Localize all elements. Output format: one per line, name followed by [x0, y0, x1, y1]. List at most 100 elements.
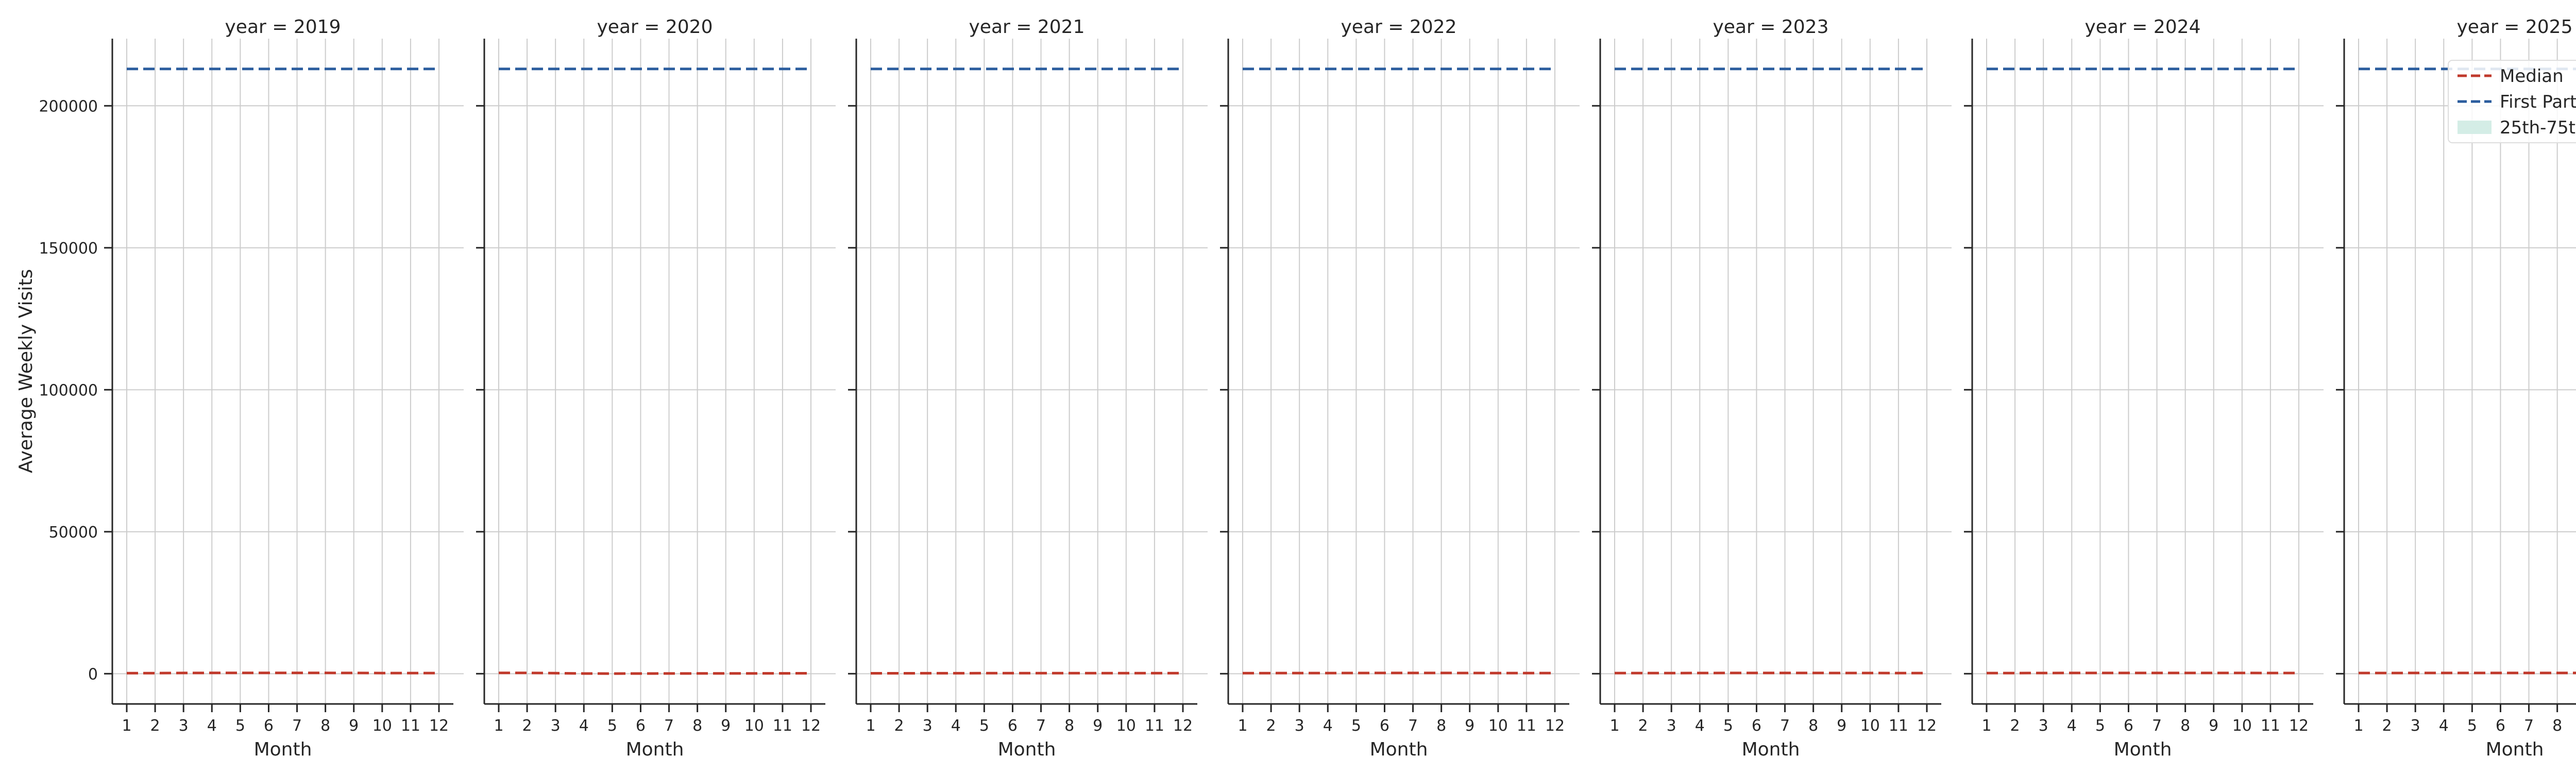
- panel-title: year = 2019: [225, 16, 341, 38]
- panel-title: year = 2020: [597, 16, 713, 38]
- x-tick-label: 7: [1408, 717, 1418, 735]
- x-tick-label: 12: [2289, 717, 2309, 735]
- x-tick-label: 12: [1545, 717, 1565, 735]
- panel-title: year = 2025: [2457, 16, 2573, 38]
- x-tick-label: 11: [1517, 717, 1536, 735]
- x-tick-label: 6: [1008, 717, 1018, 735]
- x-tick-label: 8: [692, 717, 702, 735]
- x-tick-label: 11: [401, 717, 420, 735]
- x-tick-label: 1: [1981, 717, 1991, 735]
- x-tick-label: 7: [664, 717, 674, 735]
- x-tick-label: 12: [1173, 717, 1193, 735]
- x-tick-label: 5: [1351, 717, 1361, 735]
- x-tick-label: 10: [372, 717, 392, 735]
- x-tick-label: 9: [349, 717, 359, 735]
- x-tick-label: 8: [2180, 717, 2190, 735]
- legend-patch-swatch: [2458, 121, 2492, 134]
- x-tick-label: 10: [2232, 717, 2252, 735]
- x-tick-label: 5: [2467, 717, 2477, 735]
- x-tick-label: 5: [979, 717, 989, 735]
- y-tick-label: 100000: [39, 381, 98, 399]
- x-tick-label: 8: [1808, 717, 1818, 735]
- x-tick-label: 6: [264, 717, 274, 735]
- y-axis-label: Average Weekly Visits: [15, 269, 37, 473]
- median-line: [498, 671, 811, 675]
- x-tick-label: 6: [636, 717, 646, 735]
- x-axis-label: Month: [2486, 739, 2544, 760]
- x-tick-label: 2: [150, 717, 160, 735]
- x-tick-label: 7: [1780, 717, 1790, 735]
- x-tick-label: 3: [1667, 717, 1676, 735]
- x-tick-label: 11: [773, 717, 792, 735]
- x-tick-label: 9: [2209, 717, 2218, 735]
- x-tick-label: 2: [522, 717, 532, 735]
- x-tick-label: 4: [951, 717, 961, 735]
- x-tick-label: 11: [1145, 717, 1164, 735]
- x-axis-label: Month: [1742, 739, 1800, 760]
- x-tick-label: 8: [2552, 717, 2562, 735]
- panel-title: year = 2021: [969, 16, 1085, 38]
- x-tick-label: 2: [1266, 717, 1276, 735]
- x-tick-label: 1: [494, 717, 503, 735]
- x-tick-label: 6: [1380, 717, 1389, 735]
- x-tick-label: 4: [2067, 717, 2077, 735]
- x-tick-label: 5: [1723, 717, 1733, 735]
- x-tick-label: 6: [2496, 717, 2505, 735]
- x-tick-label: 4: [579, 717, 589, 735]
- y-tick-label: 50000: [49, 524, 98, 542]
- x-tick-label: 11: [1889, 717, 1908, 735]
- x-tick-label: 6: [1752, 717, 1761, 735]
- x-tick-label: 9: [1465, 717, 1475, 735]
- panel-title: year = 2024: [2085, 16, 2201, 38]
- median-line: [127, 671, 439, 675]
- x-tick-label: 4: [2439, 717, 2449, 735]
- x-tick-label: 4: [1695, 717, 1705, 735]
- x-tick-label: 2: [2382, 717, 2392, 735]
- x-axis-label: Month: [1370, 739, 1428, 760]
- x-tick-label: 7: [1036, 717, 1046, 735]
- x-tick-label: 3: [2039, 717, 2048, 735]
- x-tick-label: 9: [1837, 717, 1846, 735]
- x-axis-label: Month: [626, 739, 684, 760]
- y-tick-label: 200000: [39, 97, 98, 115]
- legend-label: 25th-75th Percentile: [2500, 117, 2576, 138]
- x-tick-label: 7: [292, 717, 302, 735]
- x-tick-label: 1: [122, 717, 131, 735]
- x-tick-label: 9: [1093, 717, 1103, 735]
- x-tick-label: 9: [721, 717, 731, 735]
- legend-label: Median: [2500, 66, 2564, 87]
- x-tick-label: 12: [801, 717, 821, 735]
- x-tick-label: 11: [2261, 717, 2280, 735]
- x-tick-label: 4: [1323, 717, 1333, 735]
- x-tick-label: 8: [1436, 717, 1446, 735]
- x-tick-label: 4: [207, 717, 217, 735]
- x-tick-label: 3: [551, 717, 561, 735]
- x-tick-label: 6: [2124, 717, 2133, 735]
- x-tick-label: 12: [429, 717, 449, 735]
- x-tick-label: 12: [1917, 717, 1937, 735]
- x-tick-label: 2: [2010, 717, 2020, 735]
- x-axis-label: Month: [2114, 739, 2172, 760]
- x-tick-label: 1: [2353, 717, 2363, 735]
- x-tick-label: 3: [923, 717, 933, 735]
- legend-label: First Party Median: [2500, 92, 2576, 112]
- x-tick-label: 7: [2152, 717, 2162, 735]
- x-tick-label: 2: [894, 717, 904, 735]
- x-axis-label: Month: [254, 739, 312, 760]
- x-tick-label: 1: [866, 717, 875, 735]
- x-tick-label: 7: [2524, 717, 2534, 735]
- x-tick-label: 1: [1238, 717, 1247, 735]
- x-tick-label: 5: [607, 717, 617, 735]
- y-tick-label: 150000: [39, 240, 98, 258]
- x-tick-label: 8: [1064, 717, 1074, 735]
- x-tick-label: 3: [2411, 717, 2420, 735]
- panel-title: year = 2023: [1713, 16, 1829, 38]
- x-tick-label: 3: [1295, 717, 1304, 735]
- x-tick-label: 10: [744, 717, 764, 735]
- x-tick-label: 2: [1638, 717, 1648, 735]
